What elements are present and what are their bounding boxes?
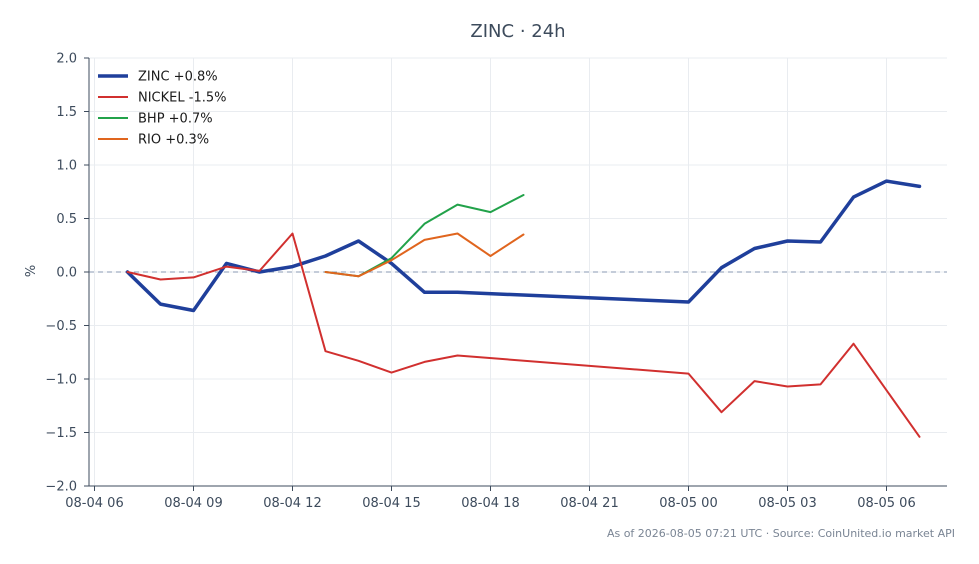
axes: −2.0 −1.5 −1.0 −0.5 0.0 0.5 1.0 1.5 2.0 08-04 06 0… <box>45 52 947 511</box>
x-tick-label: 08-04 12 <box>263 496 321 511</box>
grid <box>89 57 947 487</box>
x-tick-label: 08-05 00 <box>659 496 717 511</box>
x-tick-label: 08-05 06 <box>857 496 915 511</box>
y-tick-label: −1.5 <box>45 426 77 441</box>
x-tick-label: 08-04 18 <box>461 496 519 511</box>
y-tick-label: −0.5 <box>45 319 77 334</box>
x-tick-label: 08-04 21 <box>560 496 618 511</box>
x-tick-label: 08-04 06 <box>65 496 123 511</box>
series-line-bhp <box>324 194 525 278</box>
x-tick-label: 08-04 15 <box>362 496 420 511</box>
y-tick-label: −1.0 <box>45 373 77 388</box>
y-tick-label: 0.5 <box>56 212 77 227</box>
legend-label: RIO +0.3% <box>138 133 209 148</box>
x-tick-label: 08-05 03 <box>758 496 816 511</box>
series-line-rio <box>324 232 525 278</box>
y-tick-label: 1.5 <box>56 105 77 120</box>
y-axis-label: % <box>24 265 39 277</box>
y-tick-label: 0.0 <box>56 266 77 281</box>
legend-label: ZINC +0.8% <box>138 70 218 85</box>
y-tick-label: −2.0 <box>45 480 77 495</box>
series <box>125 179 922 438</box>
legend-label: NICKEL -1.5% <box>138 91 226 106</box>
y-tick-label: 1.0 <box>56 159 77 174</box>
series-line-nickel <box>126 232 921 438</box>
x-tick-label: 08-04 09 <box>164 496 222 511</box>
series-line-zinc <box>125 179 922 313</box>
legend-label: BHP +0.7% <box>138 112 213 127</box>
y-tick-label: 2.0 <box>56 52 77 67</box>
chart-title: ZINC · 24h <box>470 21 565 42</box>
footer-note: As of 2026-08-05 07:21 UTC · Source: Coi… <box>607 527 955 540</box>
legend: ZINC +0.8% NICKEL -1.5% BHP +0.7% RIO +0.3% <box>98 70 226 148</box>
